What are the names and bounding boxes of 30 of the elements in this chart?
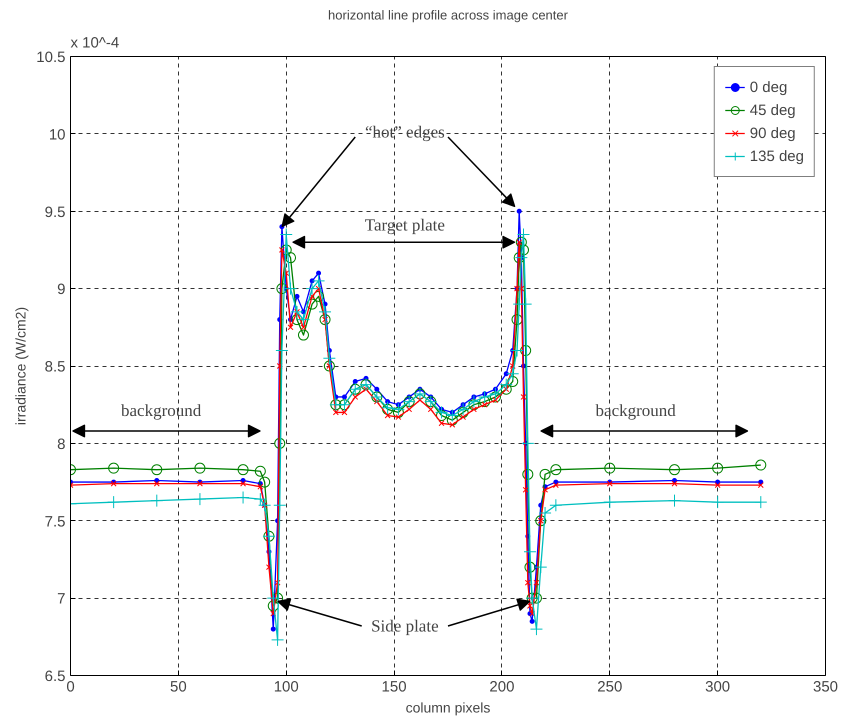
x-tick-label: 0	[66, 678, 75, 696]
y-tick-label: 9	[57, 281, 66, 298]
x-tick-label: 150	[382, 678, 407, 696]
y-tick-label: 7.5	[44, 513, 66, 530]
legend-label: 90 deg	[750, 124, 796, 142]
legend-label: 0 deg	[750, 78, 788, 96]
y-tick-label: 7	[57, 590, 66, 608]
legend-label: 45 deg	[750, 102, 796, 118]
y-tick-label: 8.5	[44, 358, 66, 376]
annotation: “hot” edges	[364, 122, 445, 142]
annotation: background	[120, 401, 202, 420]
legend-label: 135 deg	[750, 148, 804, 164]
x-tick-label: 100	[274, 678, 299, 696]
annotation: Side plate	[371, 616, 439, 636]
y-tick-label: 10.5	[36, 49, 66, 66]
annotation: background	[596, 401, 676, 420]
y-axis-title: irradiance (W/cm2)	[12, 306, 28, 426]
chart-title: horizontal line profile across image center	[328, 8, 569, 22]
annotation: Target plate	[364, 215, 445, 234]
x-tick-label: 50	[170, 678, 187, 696]
y-tick-label: 8	[57, 436, 66, 453]
y-tick-label: 6.5	[44, 668, 66, 685]
x-axis-title: column pixels	[406, 700, 490, 716]
text: x 10^-4	[70, 34, 120, 52]
y-tick-label: 10	[48, 126, 66, 144]
x-tick-label: 250	[597, 678, 622, 696]
y-tick-label: 9.5	[44, 204, 66, 221]
x-tick-label: 200	[489, 678, 514, 696]
x-tick-label: 300	[705, 678, 730, 696]
x-tick-label: 350	[812, 678, 838, 696]
